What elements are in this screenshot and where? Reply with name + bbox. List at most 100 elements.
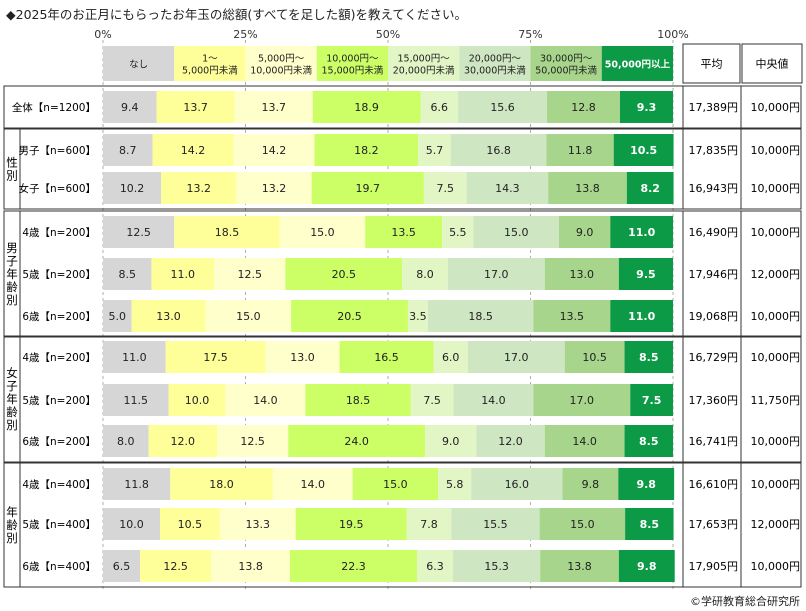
data-label: 14.0: [572, 435, 597, 448]
data-label: 14.2: [181, 144, 206, 157]
median-value: 10,000円: [751, 435, 801, 448]
data-label: 9.0: [442, 435, 460, 448]
legend-swatch: [601, 46, 673, 81]
bar-segment: [625, 508, 674, 540]
data-label: 8.5: [639, 351, 659, 364]
data-label: 17.0: [504, 351, 529, 364]
group-frame: [3, 462, 802, 588]
data-label: 13.8: [575, 182, 600, 195]
bar-segment: [410, 384, 454, 416]
data-label: 13.0: [290, 351, 315, 364]
data-label: 19.5: [339, 518, 364, 531]
bar-segment: [402, 258, 448, 290]
bar-segment: [427, 300, 534, 332]
bar-segment: [559, 216, 611, 248]
data-label: 18.5: [468, 310, 493, 323]
median-value: 12,000円: [751, 518, 801, 531]
legend-entry: なし: [129, 60, 148, 71]
bar-segment: [450, 134, 547, 166]
data-label: 13.7: [183, 101, 208, 114]
category-label: 男子【n=600】: [19, 145, 97, 157]
bar-segment: [624, 341, 673, 373]
bar-segment: [630, 384, 673, 416]
bar-segment: [205, 300, 292, 332]
bar-segment: [103, 216, 175, 248]
mean-value: 17,946円: [689, 268, 739, 281]
data-label: 18.0: [209, 478, 234, 491]
category-label: 5歳【n=200】: [22, 395, 96, 407]
category-label: 4歳【n=200】: [22, 352, 96, 364]
data-label: 8.2: [640, 182, 660, 195]
mean-value: 17,905円: [689, 560, 739, 573]
bar-segment: [458, 91, 548, 123]
bar-segment: [311, 172, 424, 204]
data-label: 6.6: [431, 101, 449, 114]
data-label: 18.2: [354, 144, 379, 157]
mean-value: 17,360円: [689, 394, 739, 407]
legend-swatch: [459, 46, 531, 81]
data-label: 11.0: [628, 310, 655, 323]
data-label: 8.0: [416, 268, 434, 281]
data-label: 18.5: [346, 394, 371, 407]
category-label: 5歳【n=400】: [22, 519, 96, 531]
data-label: 19.7: [356, 182, 381, 195]
bar-segment: [103, 134, 153, 166]
bar-segment: [103, 468, 171, 500]
bar-segment: [407, 300, 428, 332]
data-label: 11.0: [171, 268, 196, 281]
mean-value: 17,389円: [689, 101, 739, 114]
data-label: 11.0: [122, 351, 147, 364]
bar-segment: [152, 134, 234, 166]
table-header-cell: [682, 43, 741, 84]
data-label: 16.8: [486, 144, 511, 157]
data-label: 7.8: [420, 518, 438, 531]
bar-segment: [539, 508, 626, 540]
median-value: 12,000円: [751, 268, 801, 281]
data-label: 10.2: [120, 182, 145, 195]
data-label: 10.0: [119, 518, 144, 531]
bar-segment: [540, 550, 619, 582]
data-label: 6.3: [426, 560, 444, 573]
legend-swatch: [245, 46, 317, 81]
bar-segment: [546, 134, 614, 166]
group-frame: [3, 128, 802, 210]
legend-swatch: [530, 46, 602, 81]
data-label: 7.5: [437, 182, 455, 195]
category-label: 全体【n=1200】: [12, 101, 96, 114]
category-label: 5歳【n=200】: [22, 269, 96, 281]
mean-value: 16,729円: [689, 351, 739, 364]
legend-entry: 15,000円～ 20,000円未満: [393, 54, 455, 77]
bar-segment: [234, 91, 313, 123]
data-label: 8.5: [639, 435, 659, 448]
data-label: 22.3: [341, 560, 366, 573]
group-frame: [3, 85, 802, 129]
bar-segment: [103, 258, 152, 290]
x-tick-label: 75%: [518, 28, 542, 41]
data-label: 20.5: [337, 310, 362, 323]
bar-segment: [156, 91, 235, 123]
group-label: 男子年齢別: [6, 241, 18, 307]
median-value: 10,000円: [751, 351, 801, 364]
bar-segment: [151, 258, 215, 290]
legend-entry: 10,000円～ 15,000円未満: [322, 54, 384, 77]
bar-segment: [312, 91, 421, 123]
data-label: 15.0: [570, 518, 595, 531]
bar-segment: [103, 508, 160, 540]
bar-segment: [289, 550, 418, 582]
data-label: 20.5: [332, 268, 357, 281]
bar-segment: [211, 550, 290, 582]
bar-segment: [217, 425, 289, 457]
bar-segment: [467, 341, 565, 373]
group-frame: [3, 335, 802, 463]
bar-segment: [352, 468, 439, 500]
data-label: 15.5: [483, 518, 508, 531]
mean-value: 16,741円: [689, 435, 739, 448]
data-label: 9.5: [636, 268, 656, 281]
bar-segment: [544, 258, 619, 290]
data-label: 15.0: [383, 478, 408, 491]
legend-swatch: [388, 46, 460, 81]
bar-segment: [610, 216, 673, 248]
data-label: 12.5: [240, 435, 265, 448]
category-label: 6歳【n=400】: [22, 561, 96, 573]
data-label: 12.5: [163, 560, 188, 573]
